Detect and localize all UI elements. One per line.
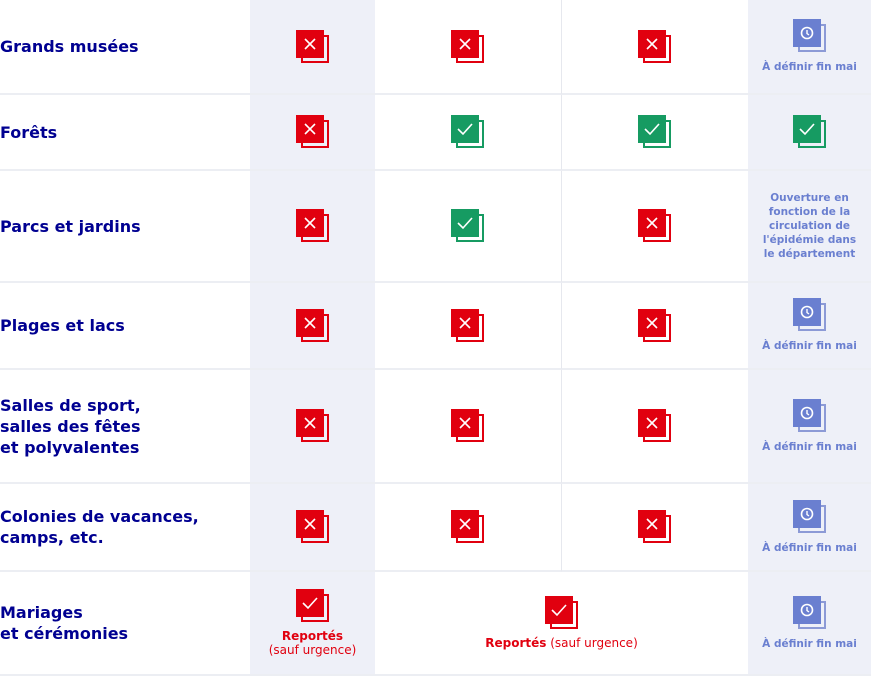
check-icon: [792, 115, 827, 149]
table-cell: [562, 171, 748, 283]
table-cell: [562, 370, 748, 484]
status-caption: À définir fin mai: [762, 440, 857, 453]
row-label: Mariages et cérémonies: [0, 572, 250, 676]
cross-icon: [295, 510, 330, 544]
cross-icon: [638, 29, 672, 64]
table-cell: [562, 484, 748, 572]
cross-icon: [451, 29, 485, 64]
cross-icon: [638, 409, 672, 443]
clock-icon: [792, 595, 827, 630]
row-label: Colonies de vacances, camps, etc.: [0, 484, 250, 572]
cross-icon: [451, 409, 485, 443]
reported-label: Reportés: [281, 629, 344, 643]
cross-icon: [638, 308, 672, 343]
row-label: Parcs et jardins: [0, 171, 250, 283]
check-icon: [295, 589, 330, 623]
table-cell: [375, 484, 562, 572]
table-cell: [375, 171, 562, 283]
cross-icon: [638, 510, 672, 544]
reported-label: Reportés: [485, 636, 547, 650]
reported-caption: Reportés (sauf urgence): [269, 629, 357, 657]
check-icon: [451, 209, 485, 243]
row-label: Plages et lacs: [0, 283, 250, 370]
status-caption: À définir fin mai: [762, 541, 857, 554]
cross-icon: [295, 308, 330, 343]
cross-icon: [295, 115, 330, 149]
table-cell: [748, 95, 871, 171]
table-cell: [375, 0, 562, 95]
table-cell: [250, 484, 375, 572]
cross-icon: [451, 510, 485, 544]
table-cell: [562, 283, 748, 370]
table-cell: À définir fin mai: [748, 370, 871, 484]
cross-icon: [638, 209, 672, 243]
status-note: Ouverture en fonction de la circulation …: [762, 192, 857, 260]
table-cell: [375, 370, 562, 484]
table-cell: À définir fin mai: [748, 572, 871, 676]
cross-icon: [451, 308, 485, 343]
reported-note: (sauf urgence): [550, 636, 638, 650]
cross-icon: [295, 409, 330, 443]
status-caption: À définir fin mai: [762, 340, 857, 352]
table-cell: [250, 0, 375, 95]
table-cell: [562, 95, 748, 171]
table-cell: [250, 171, 375, 283]
status-caption: À définir fin mai: [762, 61, 857, 73]
cross-icon: [295, 29, 330, 64]
clock-icon: [792, 19, 827, 53]
row-label: Salles de sport, salles des fêtes et pol…: [0, 370, 250, 484]
status-caption: À définir fin mai: [762, 637, 857, 650]
table-cell: À définir fin mai: [748, 283, 871, 370]
table-cell: À définir fin mai: [748, 0, 871, 95]
reported-caption: Reportés (sauf urgence): [485, 636, 638, 650]
clock-icon: [792, 398, 827, 433]
row-label: Grands musées: [0, 0, 250, 95]
reported-note: (sauf urgence): [268, 643, 357, 657]
table-cell: Reportés (sauf urgence): [375, 572, 748, 676]
table-cell: [250, 95, 375, 171]
clock-icon: [792, 499, 827, 534]
check-icon: [451, 115, 485, 149]
table-cell: [250, 370, 375, 484]
check-icon: [544, 596, 579, 630]
row-label: Forêts: [0, 95, 250, 171]
check-icon: [638, 115, 672, 149]
table-cell: [375, 95, 562, 171]
table-cell: Reportés (sauf urgence): [250, 572, 375, 676]
table-cell: [250, 283, 375, 370]
clock-icon: [792, 298, 827, 332]
table-cell: À définir fin mai: [748, 484, 871, 572]
table-cell: [375, 283, 562, 370]
table-cell: [562, 0, 748, 95]
cross-icon: [295, 209, 330, 243]
table-cell: Ouverture en fonction de la circulation …: [748, 171, 871, 283]
